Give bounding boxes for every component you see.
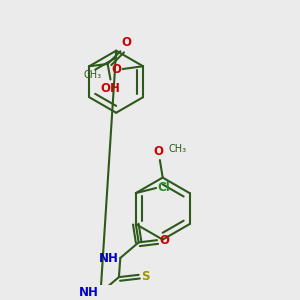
Text: Cl: Cl [158,181,171,194]
Text: CH₃: CH₃ [169,144,187,154]
Text: S: S [141,270,149,283]
Text: NH: NH [79,286,99,298]
Text: CH₃: CH₃ [83,70,101,80]
Text: O: O [154,146,164,158]
Text: O: O [122,36,132,49]
Text: O: O [159,234,169,247]
Text: OH: OH [100,82,120,95]
Text: O: O [111,63,121,76]
Text: NH: NH [99,252,119,265]
